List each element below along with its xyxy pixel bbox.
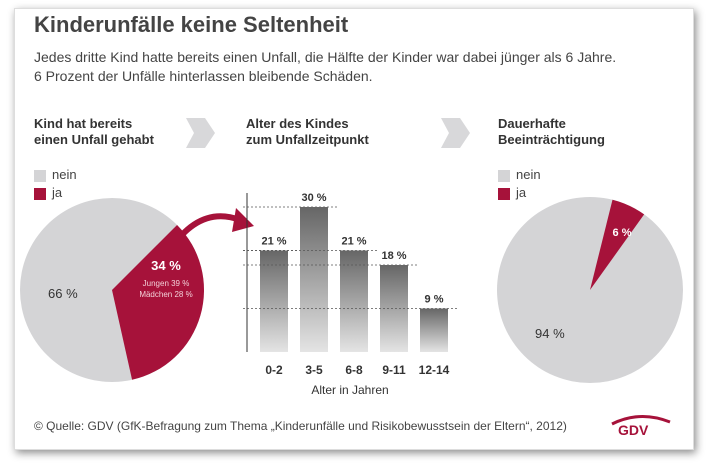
pie-detail: Jungen 39 %	[143, 279, 190, 288]
bar	[340, 250, 368, 352]
bar-title: Alter des Kindes zum Unfallzeitpunkt	[246, 116, 369, 147]
arrow-right-icon	[441, 118, 470, 148]
bar-value-label: 18 %	[381, 250, 406, 262]
pie-label-ja: 6 %	[613, 227, 632, 239]
arrow-right-icon	[186, 118, 215, 148]
arrowhead-icon	[232, 208, 254, 232]
x-axis-label: Alter in Jahren	[311, 383, 388, 397]
pie-slice-ja	[590, 199, 645, 290]
subtitle-line: Jedes dritte Kind hatte bereits einen Un…	[34, 49, 617, 65]
legend-swatch-ja	[34, 188, 46, 200]
legend-label: ja	[516, 185, 527, 200]
gdv-logo: GDV	[618, 422, 649, 438]
pie-label-nein: 94 %	[535, 326, 565, 341]
x-tick-label: 0-2	[265, 363, 283, 377]
x-tick-label: 6-8	[345, 363, 363, 377]
pie-detail: Mädchen 28 %	[139, 290, 192, 299]
subtitle: Jedes dritte Kind hatte bereits einen Un…	[34, 48, 616, 86]
bar-value-label: 21 %	[341, 236, 366, 248]
legend-swatch-ja	[498, 188, 510, 200]
bar	[420, 308, 448, 352]
legend-swatch-nein	[498, 170, 510, 182]
bar	[300, 207, 328, 352]
pie-slice-ja	[112, 224, 204, 380]
pie1-title: Kind hat bereits einen Unfall gehabt	[34, 116, 154, 147]
pie-label-ja: 34 %	[151, 258, 181, 273]
pie2-title: Dauerhafte Beeinträchtigung	[498, 116, 605, 147]
bar-value-label: 9 %	[425, 294, 444, 306]
x-tick-label: 9-11	[382, 363, 406, 377]
legend-label: nein	[516, 167, 541, 182]
logo-arc	[611, 415, 671, 426]
legend-label: nein	[52, 167, 77, 182]
page-title: Kinderunfälle keine Seltenheit	[34, 12, 349, 37]
legend-label: ja	[52, 185, 63, 200]
subtitle-line: 6 Prozent der Unfälle hinterlassen bleib…	[34, 68, 373, 84]
pie-label-nein: 66 %	[48, 286, 78, 301]
x-tick-label: 3-5	[305, 363, 323, 377]
curved-arrow-icon	[167, 213, 242, 252]
bar	[260, 250, 288, 352]
bar-value-label: 21 %	[261, 236, 286, 248]
x-tick-label: 12-14	[419, 363, 450, 377]
bar-value-label: 30 %	[301, 192, 326, 204]
legend-swatch-nein	[34, 170, 46, 182]
source-note: © Quelle: GDV (GfK-Befragung zum Thema „…	[34, 419, 567, 433]
